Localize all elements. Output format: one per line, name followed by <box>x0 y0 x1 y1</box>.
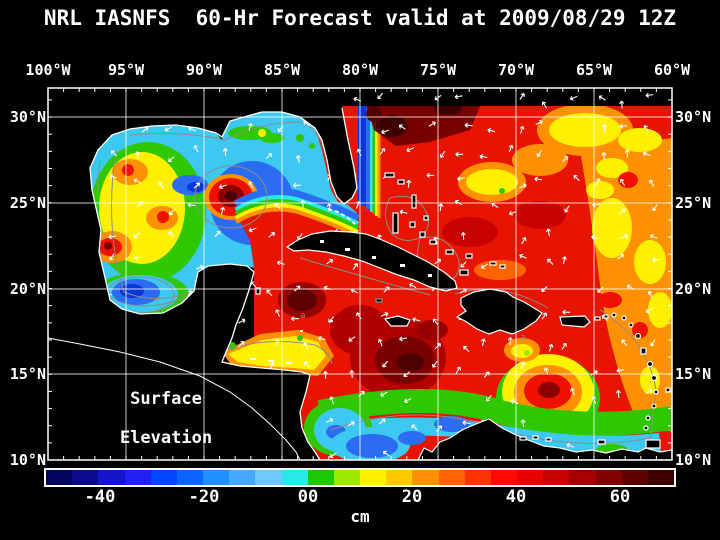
lon-axis-label-0: 100°W <box>25 61 71 79</box>
colorbar-tick-4: 40 <box>505 487 527 507</box>
lat-axis-label-right-3: 15°N <box>675 365 712 383</box>
lat-axis-label-right-2: 20°N <box>675 280 712 298</box>
map-frame <box>47 87 673 461</box>
atlantic-features <box>358 101 672 432</box>
lon-axis-label-6: 70°W <box>497 61 535 79</box>
colorbar-tick-3: 20 <box>401 487 423 507</box>
colorbar-segment-4 <box>150 470 177 485</box>
colorbar-segment-9 <box>281 470 308 485</box>
colorbar-segment-7 <box>229 470 256 485</box>
lon-axis-label-3: 85°W <box>263 61 301 79</box>
colorbar-segment-2 <box>98 470 125 485</box>
lesser-antilles-islands <box>594 312 671 449</box>
annotation-line2: Elevation <box>119 428 213 448</box>
colorbar-tick-1: -20 <box>188 487 220 507</box>
pacific-coastline <box>48 337 301 460</box>
map-gridlines <box>48 88 672 460</box>
colorbar-segment-20 <box>569 470 596 485</box>
colorbar-segment-13 <box>386 470 413 485</box>
svg-text:a: a <box>300 311 305 321</box>
colorbar-tick-5: 60 <box>609 487 631 507</box>
caribbean-features <box>222 282 672 460</box>
lon-axis-label-1: 95°W <box>107 61 145 79</box>
map-art: a a <box>48 88 672 460</box>
lon-axis-label-2: 90°W <box>185 61 223 79</box>
colorbar-segment-22 <box>621 470 648 485</box>
colorbar-segment-1 <box>72 470 99 485</box>
colorbar-segment-8 <box>255 470 282 485</box>
lat-axis-label-left-0: 30°N <box>9 108 46 126</box>
bahamas-islands <box>384 172 506 276</box>
svg-text:a: a <box>520 333 525 343</box>
colorbar-segment-12 <box>360 470 387 485</box>
annotation-line1: Surface <box>130 389 202 409</box>
lon-axis-label-7: 65°W <box>575 61 613 79</box>
north-central-america-land <box>48 88 357 460</box>
florida-keys <box>327 208 356 225</box>
cayman-island <box>375 298 383 303</box>
cozumel-island <box>255 287 261 295</box>
gulf-caribbean-coastline <box>89 107 358 460</box>
colorbar <box>44 468 676 487</box>
south-caribbean-islands <box>519 435 606 445</box>
lat-axis-label-right-0: 30°N <box>675 108 712 126</box>
colorbar-segment-5 <box>176 470 204 485</box>
hispaniola-island <box>455 288 543 335</box>
islands <box>255 172 671 449</box>
colorbar-tick-2: 00 <box>297 487 319 507</box>
colorbar-segment-11 <box>333 470 361 485</box>
colorbar-segment-18 <box>517 470 544 485</box>
colorbar-segment-10 <box>307 470 334 485</box>
colorbar-segment-21 <box>595 470 622 485</box>
colorbar-unit: cm <box>350 507 370 526</box>
colorbar-segment-14 <box>412 470 439 485</box>
colorbar-segment-17 <box>490 470 518 485</box>
colorbar-tick-0: -40 <box>84 487 116 507</box>
land-masses <box>48 88 672 460</box>
lat-axis-label-left-1: 25°N <box>9 194 46 212</box>
colorbar-segment-19 <box>543 470 570 485</box>
coastal-specks <box>250 240 432 364</box>
lat-axis-label-right-1: 25°N <box>675 194 712 212</box>
cuba-island <box>285 230 458 292</box>
jamaica-island <box>383 315 411 327</box>
colorbar-segment-6 <box>203 470 230 485</box>
lon-axis-label-8: 60°W <box>653 61 691 79</box>
lon-axis-label-5: 75°W <box>419 61 457 79</box>
lon-axis-label-4: 80°W <box>341 61 379 79</box>
south-america-land <box>417 418 672 460</box>
colorbar-segment-16 <box>464 470 491 485</box>
colorbar-segment-15 <box>438 470 465 485</box>
lat-axis-label-left-3: 15°N <box>9 365 46 383</box>
colorbar-segment-23 <box>647 470 675 485</box>
lat-axis-label-right-4: 10°N <box>675 451 712 469</box>
lat-axis-label-left-4: 10°N <box>9 451 46 469</box>
colorbar-segment-3 <box>124 470 151 485</box>
colorbar-segment-0 <box>46 470 73 485</box>
plot-title: NRL IASNFS 60-Hr Forecast valid at 2009/… <box>43 6 677 30</box>
puerto-rico-island <box>559 315 591 328</box>
lat-axis-label-left-2: 20°N <box>9 280 46 298</box>
